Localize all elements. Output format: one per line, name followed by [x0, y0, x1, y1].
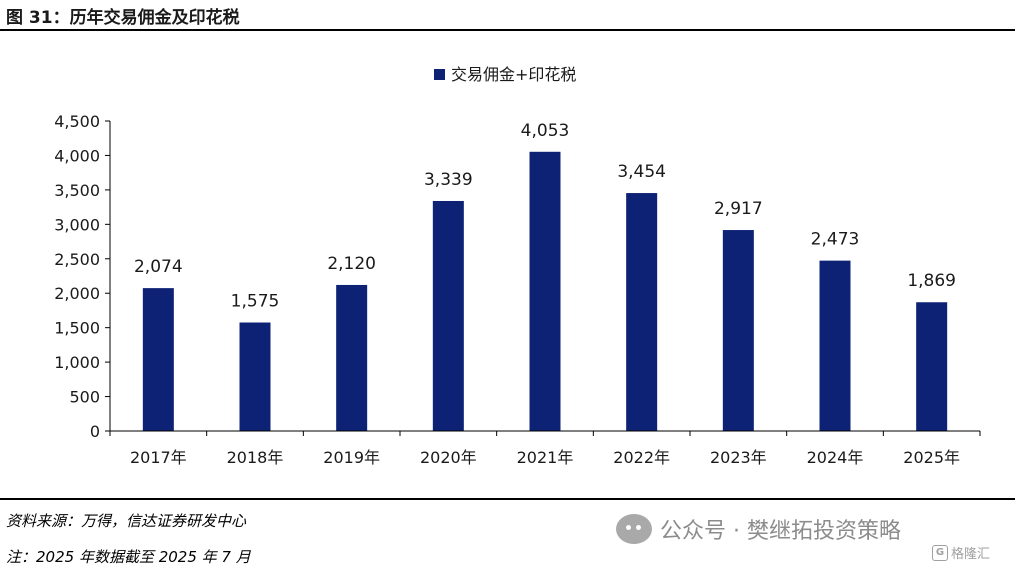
y-tick-label: 2,000: [54, 284, 100, 303]
data-label: 2,917: [714, 199, 763, 219]
x-tick-label: 2025年: [903, 448, 960, 467]
x-tick-label: 2023年: [710, 448, 767, 467]
y-tick-label: 1,500: [54, 319, 100, 338]
footnote: 注：2025 年数据截至 2025 年 7 月: [6, 548, 251, 566]
x-tick-label: 2019年: [323, 448, 380, 467]
bar-chart: 交易佣金+印花税 0 500 1,000 1,500 2,000 2,500 3,000 3,…: [54, 65, 981, 467]
brand-badge: G 格隆汇: [932, 543, 990, 562]
bar: [626, 193, 658, 431]
bar: [239, 322, 271, 431]
bar: [336, 284, 368, 431]
bars: [142, 151, 948, 431]
watermark-text: 公众号 · 樊继拓投资策略: [660, 519, 901, 544]
y-tick-label: 3,500: [54, 181, 100, 200]
title-rule: [0, 29, 1015, 31]
bar: [529, 151, 561, 431]
y-tick-label: 2,500: [54, 250, 100, 269]
bar: [142, 288, 174, 431]
y-tick-label: 4,000: [54, 146, 100, 165]
legend-label: 交易佣金+印花税: [451, 65, 576, 84]
x-tick-label: 2024年: [807, 448, 864, 467]
bar: [722, 230, 754, 431]
y-tick-label: 0: [90, 422, 100, 441]
data-label: 2,120: [327, 254, 376, 274]
data-label: 3,339: [424, 170, 473, 190]
x-axis: 2017年 2018年 2019年 2020年 2021年 2022年 2023年 2024年…: [109, 430, 981, 467]
y-axis: 0 500 1,000 1,500 2,000 2,500 3,000 3,500 4,000 4…: [54, 112, 111, 441]
data-label: 1,869: [907, 271, 956, 291]
data-label: 2,473: [811, 230, 860, 250]
data-label: 4,053: [521, 121, 570, 141]
bar: [432, 200, 464, 431]
x-tick-label: 2018年: [227, 448, 284, 467]
brand-logo-icon: G: [932, 544, 948, 561]
wechat-icon: [616, 514, 652, 544]
x-tick-label: 2020年: [420, 448, 477, 467]
y-tick-label: 4,500: [54, 112, 100, 131]
brand-text: 格隆汇: [951, 547, 991, 562]
y-tick-label: 1,000: [54, 353, 100, 372]
data-label: 2,074: [134, 257, 183, 277]
x-tick-label: 2022年: [613, 448, 670, 467]
footer-rule: [0, 498, 1015, 500]
legend-swatch: [434, 69, 445, 80]
figure-title: 图 31：历年交易佣金及印花税: [6, 8, 240, 28]
watermark: 公众号 · 樊继拓投资策略: [616, 513, 901, 545]
legend: 交易佣金+印花税: [434, 65, 576, 84]
x-tick-label: 2017年: [130, 448, 187, 467]
bar: [819, 260, 851, 431]
y-tick-label: 3,000: [54, 215, 100, 234]
bar: [916, 302, 948, 431]
y-tick-label: 500: [69, 388, 100, 407]
data-label: 3,454: [617, 162, 666, 182]
x-tick-label: 2021年: [517, 448, 574, 467]
data-label: 1,575: [231, 292, 280, 312]
data-labels: 2,074 1,575 2,120 3,339 4,053 3,454 2,917 2,473…: [134, 121, 956, 312]
source-note: 资料来源：万得，信达证券研发中心: [6, 512, 247, 530]
